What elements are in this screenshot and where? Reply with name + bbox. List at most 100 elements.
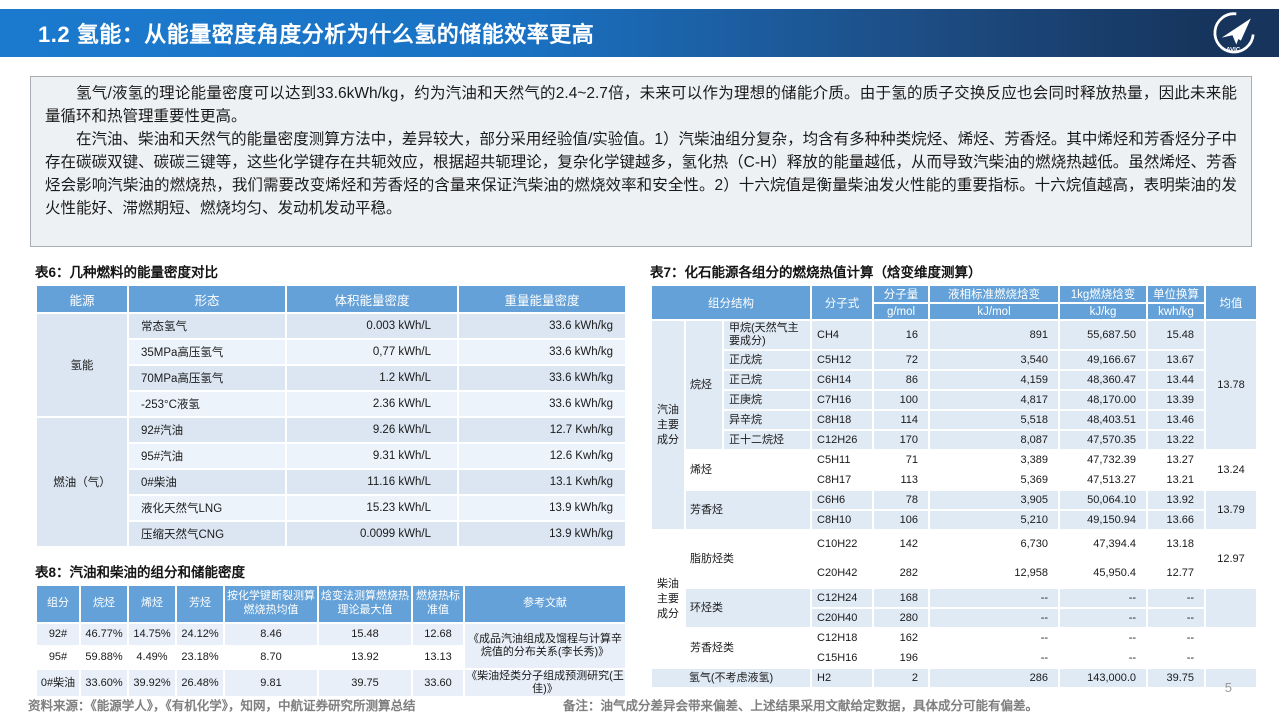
table-cell: 26.48% [175, 667, 225, 699]
table-cell: 13.46 [1146, 409, 1207, 432]
table-cell: C12H18 [810, 627, 875, 650]
table-cell: 压缩天然气CNG [127, 520, 287, 548]
table-cell: 33.60 [411, 667, 465, 699]
table-cell: 13.18 [1146, 529, 1207, 561]
table-cell: 13.22 [1146, 429, 1207, 452]
table-cell: 12.6 Kwh/kg [457, 442, 627, 470]
table-cell: 液化天然气LNG [127, 494, 287, 522]
table7-combustion-heat: 组分结构 分子式 分子量 液相标准燃烧焓变 1kg燃烧焓变 单位换算 均值 g/mol kJ/m… [649, 284, 1259, 690]
column-header: 单位换算 [1146, 284, 1207, 304]
table8-fuel-components: 组分 烷烃 烯烃 芳烃 按化学键断裂测算燃烧热均值 焓变法测算燃烧热理论最大值 燃烧热标准值… [35, 584, 627, 699]
column-header: 分子量 [872, 284, 931, 304]
table-cell: 891 [928, 318, 1061, 352]
table-cell: 49,150.94 [1058, 509, 1149, 532]
table-cell: 12.77 [1146, 558, 1207, 590]
intro-panel: 氢气/液氢的理论能量密度可以达到33.6kWh/kg，约为汽油和天然气的2.4~… [30, 76, 1252, 247]
reference-cell: 《柴油烃类分子组成预测研究(王佳)》 [463, 667, 627, 699]
intro-paragraph-2: 在汽油、柴油和天然气的能量密度测算方法中，差异较大，部分采用经验值/实验值。1）… [45, 131, 1237, 217]
table-cell: C8H10 [810, 509, 875, 532]
logo-crescent [1213, 12, 1255, 54]
table-cell: -- [928, 627, 1061, 650]
average-cell: 12.97 [1204, 529, 1259, 590]
table-cell: 13.9 kWh/kg [457, 520, 627, 548]
table-row: 环烃类 C12H24 168 -- -- -- [651, 587, 1259, 630]
table-row: 95# 59.88% 4.49% 23.18% 8.70 13.92 13.13 [35, 645, 626, 670]
column-header: 燃烧热标准值 [411, 584, 465, 624]
table-cell: CH4 [810, 318, 875, 352]
table-cell: -- [928, 587, 1061, 610]
hydrogen-label-cell: 氢气(不考虑液氢) [649, 667, 813, 690]
table6-caption: 表6：几种燃料的能量密度对比 [35, 265, 219, 280]
table-cell: 13.27 [1146, 449, 1207, 472]
table-row: C15H16 196 -- -- -- [651, 647, 1257, 670]
table-row: 氢气(不考虑液氢) H2 2 286 143,000.0 39.75 [649, 667, 1259, 690]
table-row: C8H10 106 5,210 49,150.94 13.66 [651, 509, 1257, 532]
table-cell: 正庚烷 [721, 389, 813, 412]
table-row: 0#柴油 11.16 kWh/L 13.1 Kwh/kg [36, 468, 627, 496]
table-cell: 15.48 [317, 622, 413, 647]
table-cell: 13.66 [1146, 509, 1207, 532]
table-cell: 50,064.10 [1058, 489, 1149, 512]
table-cell: 11.16 kWh/L [285, 468, 459, 496]
unit-header: kwh/kg [1146, 302, 1207, 321]
table-cell: 86 [872, 369, 931, 392]
table-cell: 6,730 [928, 529, 1061, 561]
table-cell: 3,905 [928, 489, 1061, 512]
table-cell: 48,360.47 [1058, 369, 1149, 392]
table-row: 正庚烷 C7H16 100 4,817 48,170.00 13.39 [651, 389, 1257, 412]
table-cell: 168 [872, 587, 931, 610]
energy-group-cell: 氢能 [35, 312, 129, 418]
table-cell: C12H26 [810, 429, 875, 452]
table-row: -253°C液氢 2.36 kWh/L 33.6 kWh/kg [36, 390, 627, 418]
left-column: 表6：几种燃料的能量密度对比 能源 形态 体积能量密度 重量能量密度 氢能 常态氢气 0.… [35, 261, 627, 699]
column-header: 1kg燃烧焓变 [1058, 284, 1149, 304]
column-header: 组分结构 [649, 284, 813, 321]
table-cell: 39.75 [317, 667, 413, 699]
table-cell: 15.48 [1146, 318, 1207, 352]
table8-caption: 表8：汽油和柴油的组分和储能密度 [35, 565, 246, 580]
table-cell: 72 [872, 349, 931, 372]
footer: 资料来源：《能源学人》，《有机化学》，知网，中航证券研究所测算总结 备注：油气成… [28, 695, 1258, 715]
average-cell: 13.79 [1204, 489, 1259, 532]
table-cell: 106 [872, 509, 931, 532]
table-cell: 196 [872, 647, 931, 670]
table-cell: C20H40 [810, 607, 875, 630]
table-cell: -- [1058, 587, 1149, 610]
table-cell: 正己烷 [721, 369, 813, 392]
table-cell: 3,540 [928, 349, 1061, 372]
table-cell: 13.21 [1146, 469, 1207, 492]
table-cell: -- [928, 607, 1061, 630]
table-row: 92# 46.77% 14.75% 24.12% 8.46 15.48 12.68 《成品汽油… [35, 622, 627, 670]
column-header: 体积能量密度 [285, 284, 459, 314]
table-cell: 33.6 kWh/kg [457, 338, 627, 366]
table-cell: 35MPa高压氢气 [127, 338, 287, 366]
table-cell: 13.13 [411, 645, 465, 670]
average-cell: 13.78 [1204, 318, 1259, 452]
table-row: C20H40 280 -- -- -- [651, 607, 1257, 630]
table-cell: -- [1146, 587, 1207, 610]
table-cell: 33.60% [79, 667, 129, 699]
table-cell: C8H17 [810, 469, 875, 492]
subgroup-cell: 烷烃 [684, 318, 724, 452]
table-cell: 13.92 [317, 645, 413, 670]
table-cell: 47,513.27 [1058, 469, 1149, 492]
table-row: 芳香烃类 C12H18 162 -- -- -- [651, 627, 1259, 670]
column-header: 参考文献 [463, 584, 627, 624]
table-cell: 280 [872, 607, 931, 630]
table-cell: C10H22 [810, 529, 875, 561]
table-cell: -- [1146, 627, 1207, 650]
table-cell: 47,570.35 [1058, 429, 1149, 452]
table-cell: 2.36 kWh/L [285, 390, 459, 418]
table-row: C20H42 282 12,958 45,950.4 12.77 [651, 558, 1257, 590]
table-cell: -- [1146, 607, 1207, 630]
table-cell: -- [1058, 627, 1149, 650]
table-cell: 0#柴油 [127, 468, 287, 496]
table-cell: C8H18 [810, 409, 875, 432]
table-cell: 33.6 kWh/kg [457, 390, 627, 418]
page-number: 5 [1224, 680, 1232, 695]
subgroup-cell: 芳香烃类 [683, 627, 813, 670]
column-header: 分子式 [810, 284, 875, 321]
average-cell [1204, 587, 1259, 630]
table-cell: 4,817 [928, 389, 1061, 412]
table-cell: 常态氢气 [127, 312, 287, 340]
